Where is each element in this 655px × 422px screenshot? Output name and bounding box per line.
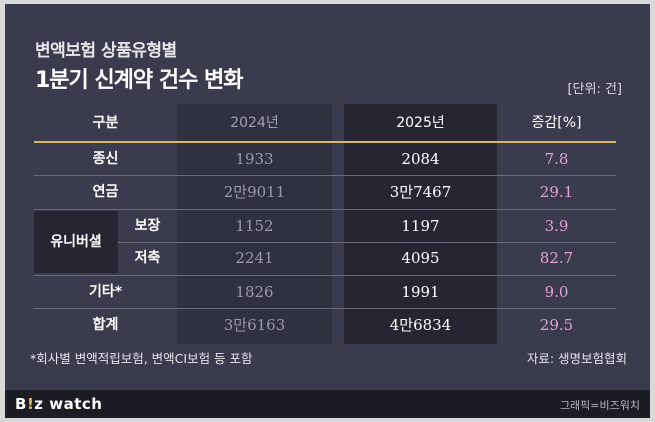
row-divider bbox=[118, 242, 616, 243]
value-2024: 2241 bbox=[235, 249, 274, 267]
source-note: 자료: 생명보험협회 bbox=[526, 351, 627, 366]
row-label: 보장 bbox=[134, 218, 161, 234]
title-line-2: 1분기 신계약 건수 변화 bbox=[35, 68, 243, 93]
value-change: 82.7 bbox=[539, 249, 574, 267]
value-2025: 3만7467 bbox=[389, 183, 452, 201]
footer-bar: B!z watch 그래픽=비즈워치 bbox=[5, 390, 650, 418]
column-2024-bg bbox=[177, 104, 332, 344]
universal-group-bg bbox=[34, 211, 118, 273]
header-2024: 2024년 bbox=[230, 115, 279, 131]
value-change: 29.1 bbox=[539, 183, 574, 201]
logo-part-2: z watch bbox=[34, 395, 103, 413]
value-change: 3.9 bbox=[544, 217, 569, 235]
row-label: 기타* bbox=[88, 284, 123, 300]
logo-accent: ! bbox=[26, 395, 35, 413]
value-2024: 2만9011 bbox=[223, 183, 286, 201]
row-label-total: 합계 bbox=[92, 317, 119, 333]
value-2024-total: 3만6163 bbox=[223, 316, 286, 334]
header-rule bbox=[34, 141, 616, 143]
value-2025: 4095 bbox=[401, 249, 440, 267]
value-2024: 1826 bbox=[235, 283, 274, 301]
unit-label: [단위: 건] bbox=[567, 82, 622, 97]
header-change: 증감[%] bbox=[531, 115, 582, 131]
header-2025: 2025년 bbox=[396, 115, 445, 131]
column-2025-bg bbox=[344, 104, 497, 344]
group-label-universal: 유니버셜 bbox=[50, 234, 102, 250]
value-change-total: 29.5 bbox=[539, 316, 574, 334]
title-line-1: 변액보험 상품유형별 bbox=[35, 41, 177, 61]
row-divider bbox=[34, 209, 616, 210]
row-divider bbox=[34, 308, 616, 309]
row-label: 저축 bbox=[134, 250, 161, 266]
value-2024: 1152 bbox=[235, 217, 274, 235]
row-divider bbox=[34, 275, 616, 276]
value-2025: 2084 bbox=[401, 150, 440, 168]
row-label: 연금 bbox=[92, 184, 119, 200]
header-category: 구분 bbox=[92, 115, 119, 131]
bizwatch-logo: B!z watch bbox=[15, 395, 102, 413]
value-2025-total: 4만6834 bbox=[389, 316, 452, 334]
value-change: 7.8 bbox=[544, 150, 569, 168]
footnote: *회사별 변액적립보험, 변액CI보험 등 포함 bbox=[30, 351, 253, 366]
value-2025: 1197 bbox=[401, 217, 440, 235]
value-2025: 1991 bbox=[401, 283, 440, 301]
row-divider bbox=[34, 175, 616, 176]
value-2024: 1933 bbox=[235, 150, 274, 168]
logo-part-1: B bbox=[15, 395, 27, 413]
graphic-credit: 그래픽=비즈워치 bbox=[559, 399, 640, 412]
value-change: 9.0 bbox=[544, 283, 569, 301]
row-label: 종신 bbox=[92, 151, 119, 167]
